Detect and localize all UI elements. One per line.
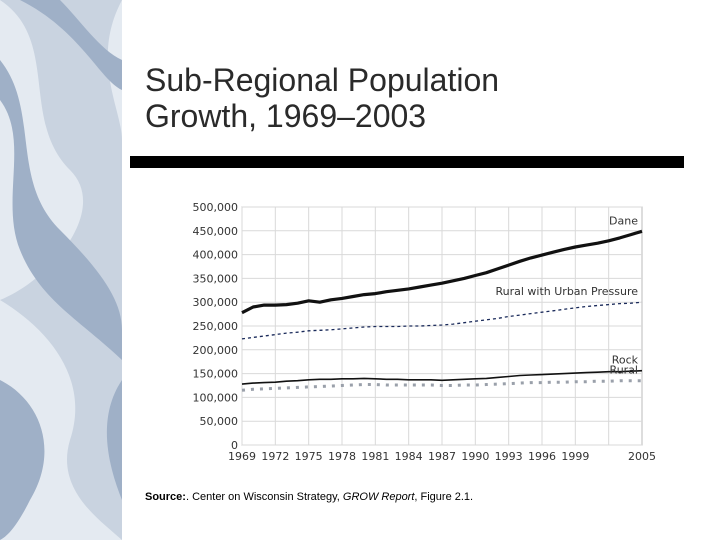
series-line-rural-with-urban-pressure [241,301,643,340]
series-line-rock [241,369,643,385]
x-tick-label: 1978 [328,450,356,463]
slide-title: Sub-Regional Population Growth, 1969–200… [145,62,685,134]
series-label: Rural with Urban Pressure [495,285,638,298]
x-tick-label: 1990 [461,450,489,463]
series-label: Rural [610,364,638,377]
y-tick-label: 500,000 [193,201,239,214]
series-label: Rock [612,354,639,367]
y-tick-label: 250,000 [193,320,239,333]
series-label: Dane [609,214,638,227]
y-tick-label: 300,000 [193,296,239,309]
y-tick-label: 50,000 [200,415,239,428]
population-line-chart: 500,000 450,000 400,000 350,000 300,000 250,0… [193,201,657,463]
x-tick-label: 1972 [261,450,289,463]
x-tick-label: 1969 [228,450,256,463]
y-tick-label: 200,000 [193,344,239,357]
x-tick-label: 1975 [295,450,323,463]
y-tick-label: 400,000 [193,249,239,262]
y-tick-label: 0 [231,439,238,452]
x-tick-label: 1984 [395,450,423,463]
source-citation: Source:. Center on Wisconsin Strategy, G… [145,491,473,503]
y-tick-label: 350,000 [193,272,239,285]
y-tick-label: 450,000 [193,225,239,238]
series-line-dane [241,229,643,315]
y-tick-label: 100,000 [193,391,239,404]
x-tick-label: 1993 [495,450,523,463]
slide-title-line-2: Growth, 1969–2003 [145,98,427,134]
x-tick-label: 2005 [628,450,656,463]
series-line-rural [241,379,642,392]
decorative-wave-band [0,0,122,540]
title-divider [130,156,684,168]
x-tick-label: 1981 [361,450,389,463]
source-label: Source: [145,491,186,503]
source-text: . Center on Wisconsin Strategy, [185,491,343,503]
y-tick-label: 150,000 [193,368,239,381]
source-report-title: GROW Report [342,491,415,503]
slide-title-line-1: Sub-Regional Population [145,62,500,98]
x-tick-label: 1996 [528,450,556,463]
x-tick-label: 1987 [428,450,456,463]
source-figure: , Figure 2.1. [414,491,474,503]
x-tick-label: 1999 [561,450,589,463]
wave-pattern [0,0,122,540]
